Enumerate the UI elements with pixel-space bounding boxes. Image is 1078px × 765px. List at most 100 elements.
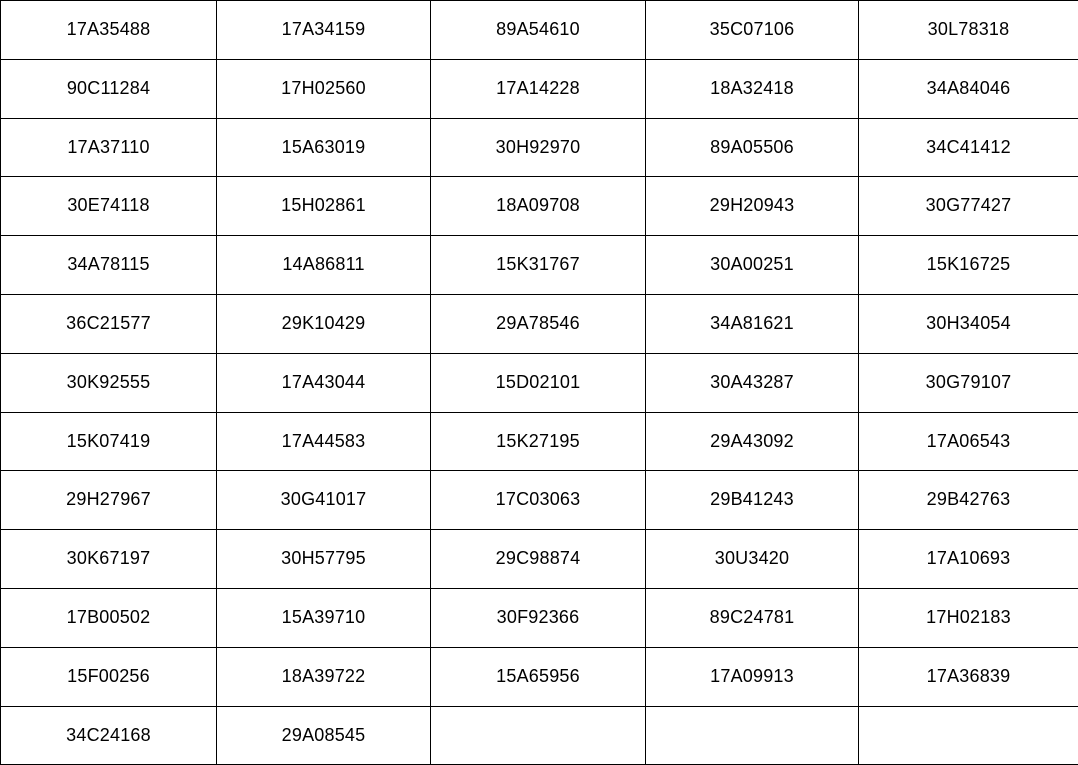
cell-value: 29A78546 (496, 312, 580, 333)
cell-value: 17A37110 (67, 136, 150, 157)
table-cell: 17A43044 (216, 352, 431, 413)
table-cell: 15F00256 (0, 646, 217, 707)
table-cell: 17H02183 (858, 587, 1078, 648)
cell-value: 30K67197 (66, 548, 151, 569)
table-row: 15K07419 17A44583 15K27195 29A43092 17A0… (0, 411, 1078, 472)
cell-value: 17A10693 (926, 548, 1011, 569)
cell-value: 34A81621 (710, 312, 794, 333)
cell-value: 30L78318 (927, 19, 1010, 39)
table-cell: 17C03063 (430, 470, 646, 531)
cell-value: 89A05506 (710, 136, 794, 157)
table-cell: 89A54610 (430, 0, 646, 60)
cell-value: 17A09913 (710, 665, 794, 686)
table-cell: 17A37110 (0, 117, 217, 178)
table-cell: 30L78318 (858, 0, 1078, 60)
table-cell: 29C98874 (430, 529, 646, 589)
table-cell: 30G41017 (216, 470, 431, 531)
cell-value: 29H27967 (66, 489, 151, 510)
table-row: 34C24168 29A08545 (0, 705, 1078, 765)
cell-value: 15A65956 (496, 665, 580, 686)
cell-value: 17A36839 (926, 665, 1011, 686)
table-cell: 30K92555 (0, 352, 217, 413)
table-cell: 17A34159 (216, 0, 431, 60)
table-cell: 30A00251 (645, 235, 859, 295)
cell-value: 35C07106 (709, 19, 795, 39)
table-cell: 29H20943 (645, 176, 859, 237)
table-cell: 15K27195 (430, 411, 646, 472)
table-row: 36C21577 29K10429 29A78546 34A81621 30H3… (0, 293, 1078, 354)
table-row: 17B00502 15A39710 30F92366 89C24781 17H0… (0, 587, 1078, 648)
cell-value: 29H20943 (709, 195, 795, 216)
table-row: 34A78115 14A86811 15K31767 30A00251 15K1… (0, 235, 1078, 295)
table-cell: 15H02861 (216, 176, 431, 237)
table-cell: 17A14228 (430, 58, 646, 119)
cell-value: 17A34159 (281, 19, 366, 39)
table-cell: 15A39710 (216, 587, 431, 648)
table-cell: 15K31767 (430, 235, 646, 295)
table-cell: 30E74118 (0, 176, 217, 237)
table-cell: 30G79107 (858, 352, 1078, 413)
cell-value: 15A39710 (281, 606, 366, 627)
cell-value: 30A43287 (710, 371, 794, 392)
table-row: 17A37110 15A63019 30H92970 89A05506 34C4… (0, 117, 1078, 178)
table-cell: 18A32418 (645, 58, 859, 119)
table-cell (645, 705, 859, 765)
table-cell: 17A09913 (645, 646, 859, 707)
cell-value: 30U3420 (714, 548, 790, 569)
cell-value: 30F92366 (496, 606, 580, 627)
cell-value: 29A08545 (281, 724, 366, 745)
table-cell: 18A09708 (430, 176, 646, 237)
table-cell: 29B42763 (858, 470, 1078, 531)
table-cell (430, 705, 646, 765)
table-row: 29H27967 30G41017 17C03063 29B41243 29B4… (0, 470, 1078, 531)
cell-value: 14A86811 (282, 254, 365, 275)
table-cell: 30A43287 (645, 352, 859, 413)
cell-value: 17H02560 (281, 77, 366, 98)
table-cell: 30G77427 (858, 176, 1078, 237)
table-row: 90C11284 17H02560 17A14228 18A32418 34A8… (0, 58, 1078, 119)
cell-value: 15K31767 (496, 254, 580, 275)
table-cell: 29H27967 (0, 470, 217, 531)
table-cell: 89A05506 (645, 117, 859, 178)
cell-value: 17A44583 (281, 430, 366, 451)
table-row: 15F00256 18A39722 15A65956 17A09913 17A3… (0, 646, 1078, 707)
cell-value: 34A84046 (926, 77, 1011, 98)
table-row: 30K92555 17A43044 15D02101 30A43287 30G7… (0, 352, 1078, 413)
table-cell: 89C24781 (645, 587, 859, 648)
cell-value: 15H02861 (281, 195, 366, 216)
table-cell: 29B41243 (645, 470, 859, 531)
cell-value: 30G77427 (925, 195, 1012, 216)
table-row: 17A35488 17A34159 89A54610 35C07106 30L7… (0, 0, 1078, 60)
table-cell: 29K10429 (216, 293, 431, 354)
cell-value: 17A14228 (496, 77, 580, 98)
cell-value: 29K10429 (281, 312, 366, 333)
table-row: 30K67197 30H57795 29C98874 30U3420 17A10… (0, 529, 1078, 589)
table-cell: 30H92970 (430, 117, 646, 178)
cell-value: 15D02101 (495, 371, 581, 392)
table-cell: 17A06543 (858, 411, 1078, 472)
table-cell: 17B00502 (0, 587, 217, 648)
cell-value: 29A43092 (710, 430, 794, 451)
cell-value: 89A54610 (496, 19, 580, 39)
table-cell: 29A78546 (430, 293, 646, 354)
cell-value: 18A32418 (710, 77, 794, 98)
cell-value: 17H02183 (926, 606, 1011, 627)
cell-value: 17A43044 (281, 371, 366, 392)
cell-value: 29B41243 (710, 489, 794, 510)
table-cell: 30K67197 (0, 529, 217, 589)
cell-value: 17A35488 (66, 19, 151, 39)
cell-value: 30H57795 (281, 548, 366, 569)
cell-value: 30K92555 (66, 371, 151, 392)
table-cell: 90C11284 (0, 58, 217, 119)
table-cell: 29A43092 (645, 411, 859, 472)
cell-value: 34C41412 (926, 136, 1011, 157)
table-cell: 15K07419 (0, 411, 217, 472)
cell-value: 90C11284 (66, 77, 151, 98)
table-cell: 14A86811 (216, 235, 431, 295)
table-cell: 17A35488 (0, 0, 217, 60)
table-cell: 30H34054 (858, 293, 1078, 354)
table-cell: 34A84046 (858, 58, 1078, 119)
cell-value: 30G41017 (280, 489, 367, 510)
cell-value: 15K27195 (496, 430, 580, 451)
